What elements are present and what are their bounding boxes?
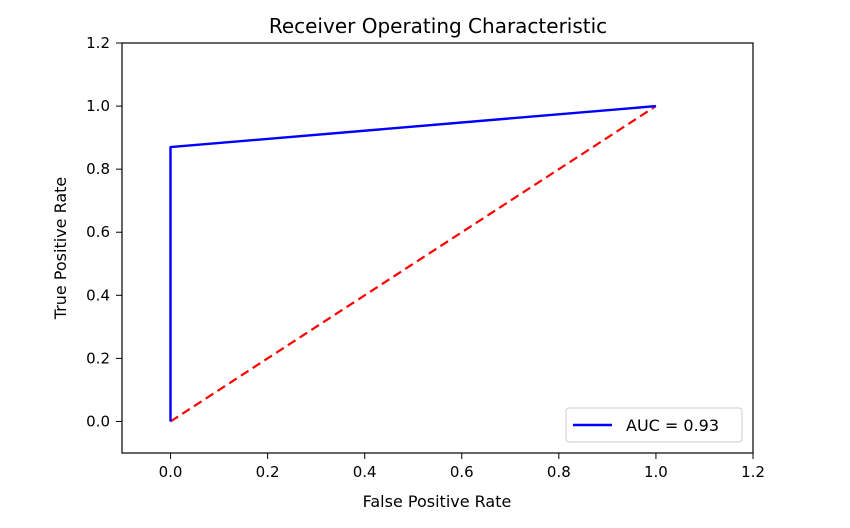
series-line-chance xyxy=(169,105,657,423)
chart-title: Receiver Operating Characteristic xyxy=(269,14,607,38)
y-axis-label: True Positive Rate xyxy=(51,177,70,321)
series-layer xyxy=(169,104,657,423)
x-tick-label: 0.8 xyxy=(547,463,571,481)
y-tick-label: 0.4 xyxy=(86,286,110,304)
plot-frame xyxy=(121,42,754,454)
y-tick-label: 0.8 xyxy=(86,160,110,178)
x-tick-label: 1.2 xyxy=(741,463,765,481)
y-tick-label: 1.2 xyxy=(86,34,110,52)
legend-box xyxy=(565,407,743,443)
y-tick-label: 1.0 xyxy=(86,97,110,115)
y-tick-label: 0.0 xyxy=(86,412,110,430)
legend: AUC = 0.93 xyxy=(565,407,743,443)
y-tick-label: 0.6 xyxy=(86,223,110,241)
y-tick-label: 0.2 xyxy=(86,349,110,367)
legend-label-auc: AUC = 0.93 xyxy=(626,416,719,435)
x-axis-label: False Positive Rate xyxy=(363,492,512,511)
x-tick-label: 0.6 xyxy=(450,463,474,481)
x-tick-label: 1.0 xyxy=(644,463,668,481)
x-tick-label: 0.2 xyxy=(256,463,280,481)
x-tick-label: 0.4 xyxy=(353,463,377,481)
series-line-roc xyxy=(169,104,657,422)
y-axis: 0.0 0.2 0.4 0.6 0.8 1.0 1.2 xyxy=(86,34,122,430)
x-tick-label: 0.0 xyxy=(159,463,183,481)
x-axis: 0.0 0.2 0.4 0.6 0.8 1.0 1.2 xyxy=(159,453,765,481)
